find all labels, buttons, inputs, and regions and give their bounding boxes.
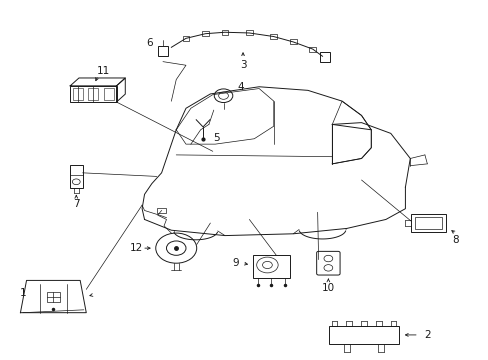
Text: 4: 4: [237, 82, 244, 92]
FancyBboxPatch shape: [316, 251, 339, 275]
Text: 1: 1: [20, 288, 26, 298]
Bar: [157, 208, 165, 213]
Bar: [46, 292, 60, 302]
Bar: [410, 215, 446, 231]
Bar: [270, 34, 277, 39]
Bar: [158, 45, 167, 56]
Bar: [88, 88, 98, 100]
Bar: [103, 88, 113, 100]
Bar: [182, 36, 189, 41]
Bar: [202, 31, 208, 36]
Bar: [73, 88, 82, 100]
Bar: [328, 326, 399, 344]
Text: 11: 11: [96, 66, 109, 76]
Text: 12: 12: [129, 243, 142, 253]
Text: 8: 8: [451, 235, 458, 245]
Bar: [289, 40, 296, 44]
Bar: [309, 46, 316, 51]
Text: 5: 5: [213, 133, 220, 143]
Text: 6: 6: [146, 38, 152, 48]
Text: 9: 9: [232, 258, 238, 268]
Bar: [70, 165, 82, 188]
Text: 10: 10: [321, 283, 334, 293]
Bar: [221, 30, 228, 35]
Text: 7: 7: [73, 199, 80, 209]
Text: 2: 2: [424, 330, 430, 340]
Bar: [70, 86, 116, 102]
Bar: [245, 31, 252, 36]
Bar: [320, 52, 329, 62]
Bar: [414, 217, 442, 229]
Text: 3: 3: [239, 60, 246, 70]
Bar: [252, 255, 289, 278]
